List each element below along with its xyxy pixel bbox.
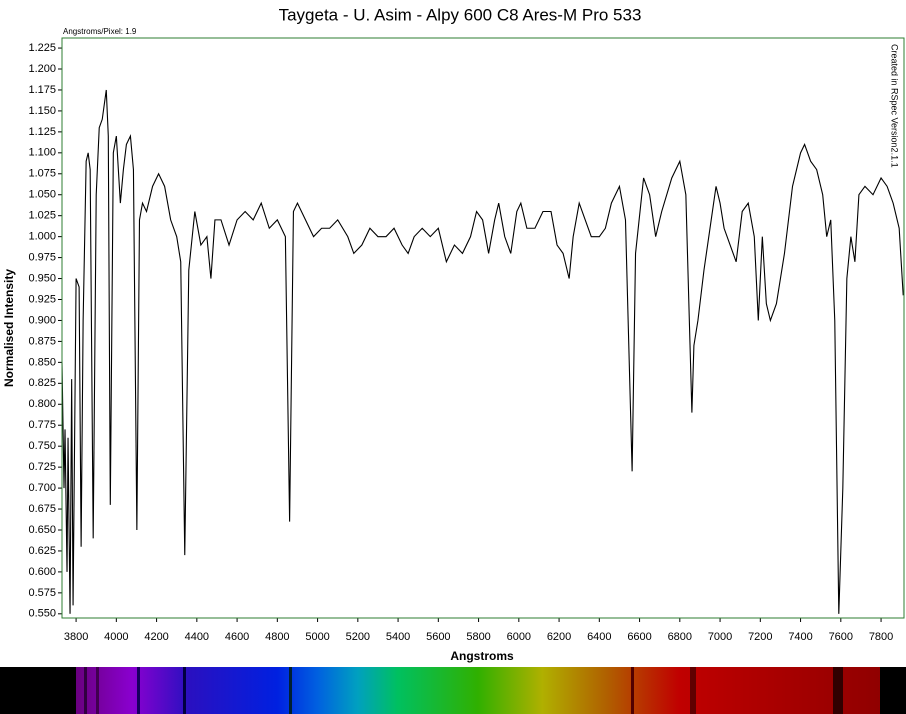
- y-tick-label: 0.850: [28, 356, 56, 368]
- x-tick-label: 6600: [627, 631, 651, 643]
- x-tick-label: 3800: [64, 631, 88, 643]
- y-tick-label: 0.675: [28, 503, 56, 515]
- x-tick-label: 7400: [788, 631, 812, 643]
- x-tick-label: 5200: [346, 631, 370, 643]
- x-tick-label: 7200: [748, 631, 772, 643]
- x-tick-label: 6800: [668, 631, 692, 643]
- y-tick-label: 0.900: [28, 314, 56, 326]
- x-tick-label: 6400: [587, 631, 611, 643]
- x-tick-label: 6200: [547, 631, 571, 643]
- y-tick-label: 0.825: [28, 377, 56, 389]
- y-tick-label: 0.625: [28, 545, 56, 557]
- x-tick-label: 7800: [869, 631, 893, 643]
- x-tick-label: 5400: [386, 631, 410, 643]
- subtitle: Angstroms/Pixel: 1.9: [63, 27, 137, 36]
- y-tick-label: 1.150: [28, 105, 56, 117]
- x-tick-label: 4400: [185, 631, 209, 643]
- y-tick-label: 0.550: [28, 608, 56, 620]
- y-tick-label: 1.025: [28, 210, 56, 222]
- y-tick-label: 1.225: [28, 42, 56, 54]
- x-tick-label: 5600: [426, 631, 450, 643]
- x-tick-label: 5000: [305, 631, 329, 643]
- spectrum-line: [61, 89, 904, 614]
- y-tick-label: 0.975: [28, 252, 56, 264]
- x-tick-label: 4000: [104, 631, 128, 643]
- y-tick-label: 0.575: [28, 587, 56, 599]
- x-tick-label: 7000: [708, 631, 732, 643]
- x-tick-label: 6000: [507, 631, 531, 643]
- x-axis-label: Angstroms: [450, 649, 514, 663]
- x-tick-label: 5800: [466, 631, 490, 643]
- y-tick-label: 1.125: [28, 126, 56, 138]
- y-tick-label: 0.600: [28, 566, 56, 578]
- y-tick-label: 1.050: [28, 189, 56, 201]
- chart-title: Taygeta - U. Asim - Alpy 600 C8 Ares-M P…: [279, 5, 642, 24]
- y-tick-label: 1.100: [28, 147, 56, 159]
- x-tick-label: 7600: [829, 631, 853, 643]
- y-tick-label: 1.200: [28, 63, 56, 75]
- y-tick-label: 0.925: [28, 293, 56, 305]
- x-tick-label: 4200: [144, 631, 168, 643]
- y-tick-label: 1.075: [28, 168, 56, 180]
- y-tick-label: 0.950: [28, 272, 56, 284]
- y-tick-label: 0.750: [28, 440, 56, 452]
- y-tick-label: 0.800: [28, 398, 56, 410]
- annotation: Created in RSpec Version2.1.1: [890, 44, 900, 168]
- y-tick-label: 0.700: [28, 482, 56, 494]
- y-tick-label: 0.875: [28, 335, 56, 347]
- y-tick-label: 1.175: [28, 84, 56, 96]
- plot-frame: [61, 37, 905, 619]
- spectrum-strip: [0, 667, 906, 714]
- y-axis-label: Normalised Intensity: [2, 269, 16, 387]
- y-tick-label: 0.775: [28, 419, 56, 431]
- y-tick-label: 1.000: [28, 231, 56, 243]
- y-tick-label: 0.725: [28, 461, 56, 473]
- y-tick-label: 0.650: [28, 524, 56, 536]
- x-tick-label: 4800: [265, 631, 289, 643]
- x-tick-label: 4600: [225, 631, 249, 643]
